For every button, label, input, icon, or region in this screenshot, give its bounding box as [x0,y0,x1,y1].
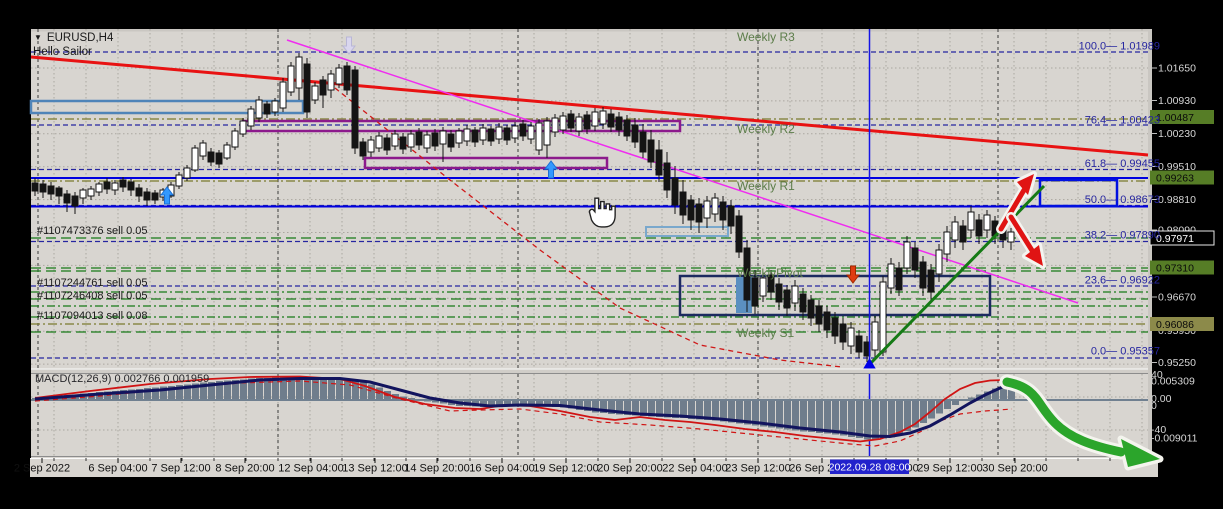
svg-text:20 Sep 20:00: 20 Sep 20:00 [597,463,662,475]
descending-resistance-trendline[interactable] [30,55,1149,157]
magenta-trendline[interactable] [286,39,1079,304]
minor-support-rectangle[interactable] [645,226,729,237]
macd-dashed-line [34,380,1013,447]
svg-text:6 Sep 04:00: 6 Sep 04:00 [88,463,147,475]
chart-symbol-label[interactable]: ▼ EURUSD,H4 [34,32,114,45]
svg-text:22 Sep 04:00: 22 Sep 04:00 [662,463,727,475]
svg-text:#1107246408 sell 0.05: #1107246408 sell 0.05 [37,290,148,302]
svg-text:#1107094013 sell 0.08: #1107094013 sell 0.08 [37,310,148,322]
current-price-badge: 0.97971 [1149,230,1215,246]
svg-text:Weekly R2: Weekly R2 [737,122,795,136]
level-price-badge: 1.00487 [1150,110,1214,124]
svg-text:23.6— 0.96922: 23.6— 0.96922 [1085,275,1160,287]
chart-comment-label: Hello Sailor [33,46,92,58]
svg-text:8 Sep 20:00: 8 Sep 20:00 [215,463,274,475]
order-level-lines [31,237,1148,333]
svg-text:76.4— 1.00423: 76.4— 1.00423 [1085,115,1160,127]
svg-text:-40: -40 [1151,424,1166,436]
red-dashed-channel-line[interactable] [334,87,843,368]
svg-text:30 Sep 20:00: 30 Sep 20:00 [982,463,1047,475]
level-price-badge: 0.96086 [1150,317,1214,331]
buy-signal-arrow-icon [160,186,174,205]
macd-signal-line [34,377,1011,439]
svg-text:50.0— 0.98673: 50.0— 0.98673 [1085,194,1160,206]
svg-text:38.2— 0.97890: 38.2— 0.97890 [1085,230,1160,242]
svg-text:13 Sep 12:00: 13 Sep 12:00 [342,463,407,475]
symbol-dropdown-icon[interactable]: ▼ [34,33,42,42]
time-axis-labels[interactable]: 2 Sep 2022 6 Sep 04:00 7 Sep 12:00 8 Sep 20… [14,458,1143,475]
svg-text:0.00: 0.00 [1151,393,1172,405]
svg-text:0.97971: 0.97971 [1156,233,1194,245]
weekly-level-labels: Weekly R3 Weekly R2 Weekly R1 WeeklyPivot We… [737,30,803,340]
svg-text:0.96086: 0.96086 [1156,319,1194,331]
svg-text:40: 40 [1151,369,1163,381]
svg-text:2022.09.28 08:00: 2022.09.28 08:00 [829,462,911,474]
svg-text:0.98810: 0.98810 [1158,194,1196,206]
macd-histogram [32,377,1015,440]
svg-text:29 Sep 12:00: 29 Sep 12:00 [917,463,982,475]
price-axis-labels: 1.016501.009301.002300.995100.988100.980… [1149,63,1215,445]
svg-text:23 Sep 12:00: 23 Sep 12:00 [725,463,790,475]
projected-up-move-arrow [996,171,1037,234]
svg-text:61.8— 0.99455: 61.8— 0.99455 [1085,158,1160,170]
svg-text:12 Sep 04:00: 12 Sep 04:00 [278,463,343,475]
svg-text:14 Sep 20:00: 14 Sep 20:00 [404,463,469,475]
fibonacci-labels: 100.0— 1.01989 76.4— 1.00423 61.8— 0.99455… [1079,41,1160,358]
svg-text:0: 0 [1151,400,1157,412]
projected-down-move-arrow [1006,212,1046,269]
svg-text:Weekly R3: Weekly R3 [737,30,795,44]
svg-text:WeeklyPivot: WeeklyPivot [737,266,803,280]
symbol-text: EURUSD,H4 [46,32,114,44]
svg-text:19 Sep 12:00: 19 Sep 12:00 [533,463,598,475]
svg-text:0.95250: 0.95250 [1158,357,1196,369]
order-labels: #1107473376 sell 0.05 #1107244761 sell 0.… [37,225,148,322]
svg-text:1.01650: 1.01650 [1158,63,1196,75]
svg-text:-0.009011: -0.009011 [1151,433,1198,445]
svg-text:0.97310: 0.97310 [1156,263,1194,275]
svg-text:#1107473376 sell 0.05: #1107473376 sell 0.05 [37,225,148,237]
svg-text:100.0— 1.01989: 100.0— 1.01989 [1079,41,1160,53]
level-price-badge: 0.97310 [1150,260,1214,275]
weekly-pivot-olive-lines [31,118,1148,325]
supply-zone-rectangle[interactable] [29,99,305,115]
svg-text:0.96670: 0.96670 [1158,292,1196,304]
buy-signal-arrow-icon [544,160,558,179]
svg-text:2 Sep 2022: 2 Sep 2022 [14,463,70,475]
macd-projection-green-arrow [999,374,1164,471]
svg-text:Weekly S1: Weekly S1 [737,326,794,340]
candlestick-series [31,53,1015,362]
svg-text:0.005309: 0.005309 [1151,376,1195,388]
svg-text:0.99510: 0.99510 [1158,161,1196,173]
sell-signal-arrow-icon [846,265,860,284]
selected-time-badge: 2022.09.28 08:00 [829,459,911,474]
mouse-cursor-hand-icon [588,197,616,228]
svg-text:#1107244761 sell 0.05: #1107244761 sell 0.05 [37,277,148,289]
level-price-badge: 0.99263 [1150,170,1214,185]
svg-text:7 Sep 12:00: 7 Sep 12:00 [151,463,210,475]
svg-text:1.00930: 1.00930 [1158,95,1196,107]
svg-text:0.0— 0.95357: 0.0— 0.95357 [1091,346,1160,358]
swing-low-marker [863,358,876,369]
target-zone-rectangle[interactable] [1038,178,1119,208]
purple-support-rectangle[interactable] [363,156,609,170]
svg-text:16 Sep 04:00: 16 Sep 04:00 [469,463,534,475]
svg-text:1.00487: 1.00487 [1156,112,1194,124]
svg-text:0.99263: 0.99263 [1156,173,1194,185]
macd-indicator-label: MACD(12,26,9) 0.002766 0.001959 [35,373,210,385]
ghost-arrow-icon [342,36,356,55]
svg-text:1.00230: 1.00230 [1158,128,1196,140]
svg-text:Weekly R1: Weekly R1 [737,179,795,193]
